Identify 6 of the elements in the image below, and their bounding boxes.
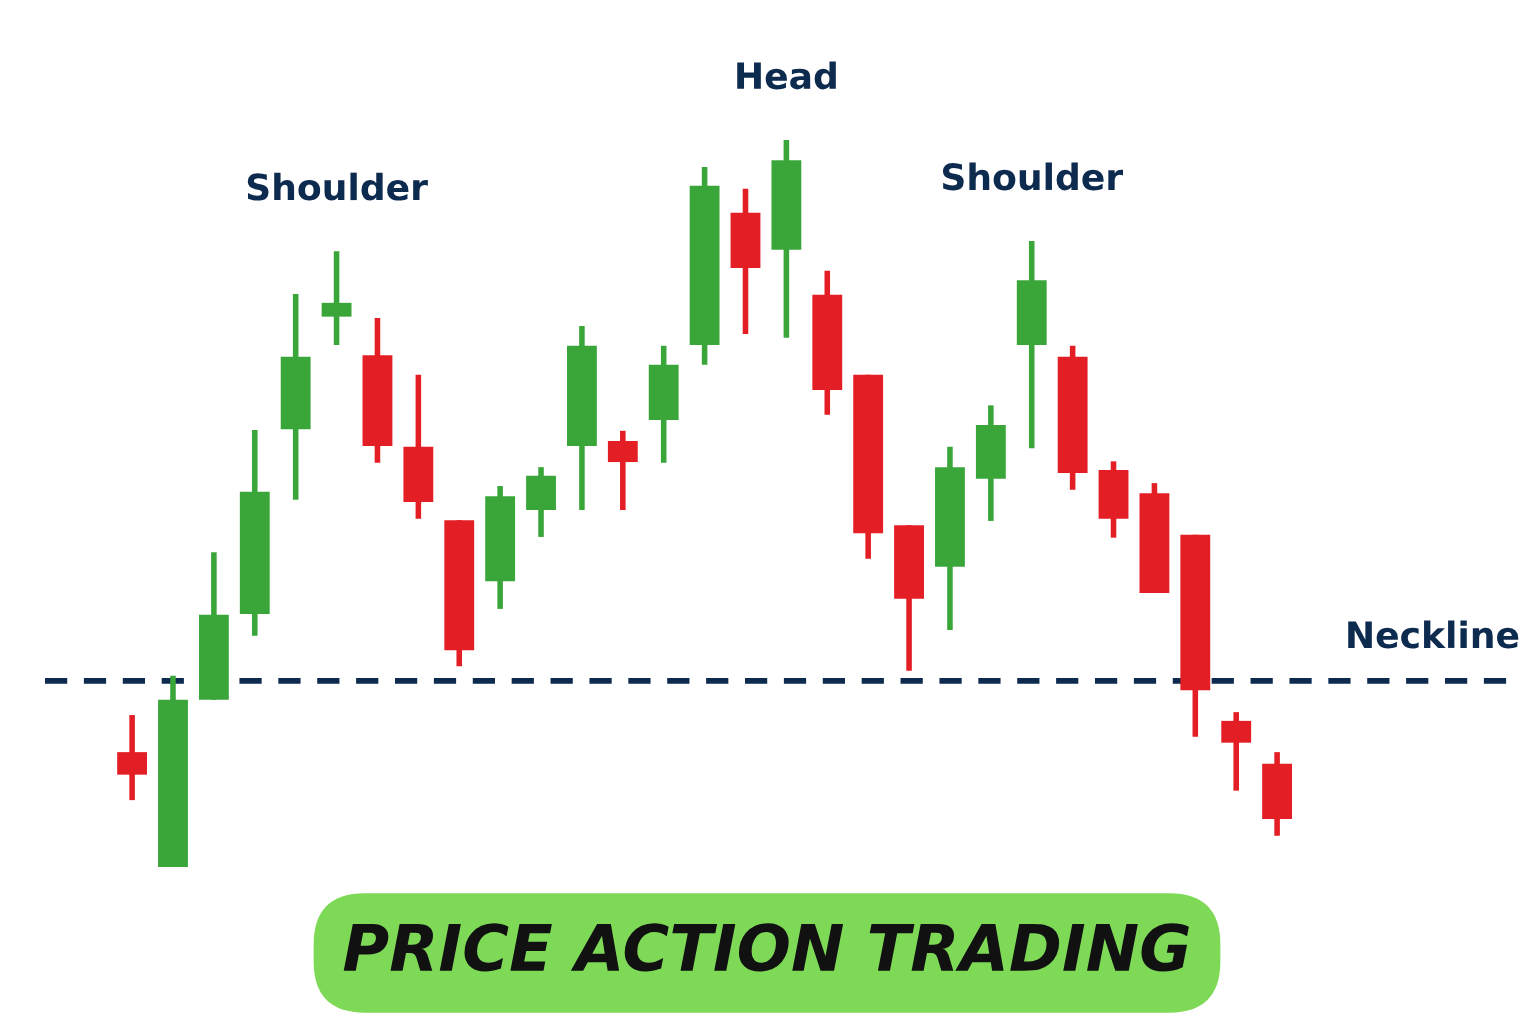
ref-line-label: Neckline [1348, 620, 1519, 649]
candlestick [321, 251, 352, 346]
annotation: Shoulder [247, 172, 428, 201]
annotation: Head [737, 61, 836, 90]
annotation: Shoulder [942, 162, 1124, 191]
text: PRICE ACTION TRADING [343, 923, 1189, 972]
